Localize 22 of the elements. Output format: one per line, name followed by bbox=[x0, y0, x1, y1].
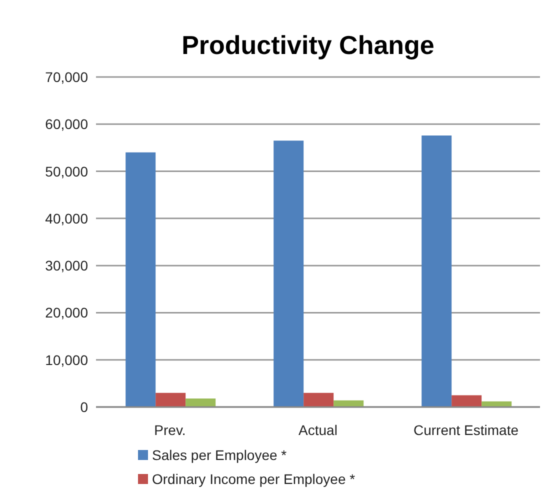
bar bbox=[274, 140, 304, 407]
bar bbox=[452, 395, 482, 407]
y-tick-label: 30,000 bbox=[45, 258, 88, 274]
legend-label: Ordinary Income per Employee * bbox=[152, 471, 356, 487]
bar bbox=[422, 135, 452, 407]
y-tick-label: 0 bbox=[80, 398, 88, 415]
bar bbox=[126, 152, 156, 407]
bar bbox=[186, 398, 216, 407]
y-tick-label: 70,000 bbox=[45, 68, 88, 85]
y-tick-label: 50,000 bbox=[45, 163, 88, 180]
y-tick-label: 60,000 bbox=[45, 116, 88, 132]
bar bbox=[334, 400, 364, 407]
bar bbox=[304, 392, 334, 407]
y-tick-label: 20,000 bbox=[45, 304, 88, 321]
x-tick-label: Prev. bbox=[154, 422, 186, 438]
bar bbox=[156, 392, 186, 407]
x-tick-label: Actual bbox=[298, 422, 338, 438]
y-tick-label: 40,000 bbox=[45, 210, 88, 226]
y-tick-label: 10,000 bbox=[45, 352, 88, 368]
chart-title: Productivity Change bbox=[180, 29, 436, 62]
x-tick-label: Current Estimate bbox=[413, 422, 519, 438]
legend-label: Sales per Employee * bbox=[152, 447, 287, 463]
